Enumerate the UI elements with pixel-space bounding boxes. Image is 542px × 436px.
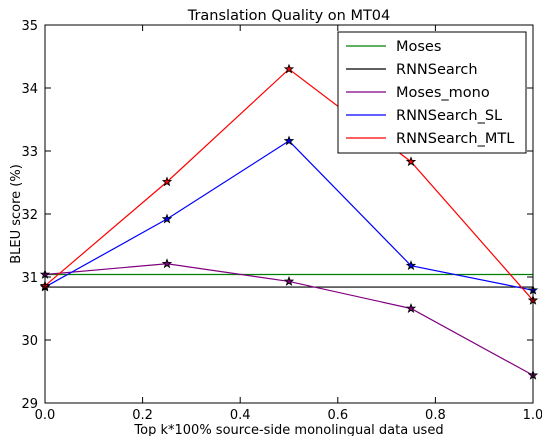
y-tick-label: 32 xyxy=(21,208,38,223)
legend-label: RNNSearch xyxy=(396,62,478,78)
data-point xyxy=(283,63,295,74)
chart-title: Translation Quality on MT04 xyxy=(187,8,391,24)
y-tick-label: 33 xyxy=(21,145,38,160)
y-tick-label: 35 xyxy=(21,19,38,34)
legend-label: Moses_mono xyxy=(396,85,490,101)
y-tick-label: 29 xyxy=(21,397,38,412)
data-point xyxy=(283,275,295,286)
data-point xyxy=(161,258,173,269)
data-point xyxy=(283,135,295,146)
x-tick-label: 0.2 xyxy=(132,408,153,423)
y-tick-label: 30 xyxy=(21,334,38,349)
data-point xyxy=(405,156,417,167)
series-layer xyxy=(39,63,539,380)
legend-label: Moses xyxy=(396,39,441,55)
x-tick-label: 0.0 xyxy=(35,408,56,423)
data-point xyxy=(405,303,417,313)
y-axis: 29 30 31 32 33 34 35 xyxy=(21,19,533,412)
x-axis: 0.0 0.2 0.4 0.6 0.8 1.0 xyxy=(35,25,542,423)
x-tick-label: 0.6 xyxy=(327,408,348,423)
data-point xyxy=(161,213,173,224)
x-tick-label: 1.0 xyxy=(523,408,542,423)
legend: Moses RNNSearch Moses_mono RNNSearch_SL RNNS… xyxy=(337,31,527,154)
x-axis-label: Top k*100% source-side monolingual data … xyxy=(133,423,443,436)
x-tick-label: 0.4 xyxy=(230,408,251,423)
y-tick-label: 34 xyxy=(21,82,38,97)
y-tick-label: 31 xyxy=(21,271,38,286)
y-axis-label: BLEU score (%) xyxy=(9,164,24,264)
data-point xyxy=(161,176,173,187)
legend-label: RNNSearch_MTL xyxy=(396,131,514,147)
data-point xyxy=(405,260,417,271)
x-tick-label: 0.8 xyxy=(425,408,446,423)
legend-label: RNNSearch_SL xyxy=(396,108,502,124)
